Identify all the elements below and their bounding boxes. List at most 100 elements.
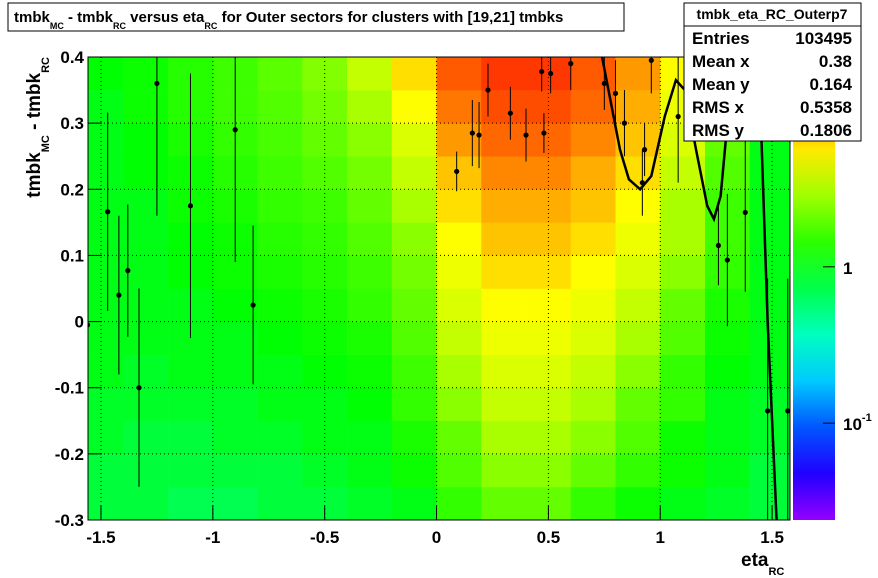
heatmap-cell (436, 420, 482, 455)
text-part: eta (741, 550, 769, 571)
heatmap-cell (88, 189, 124, 223)
heatmap-cell (88, 354, 124, 389)
heatmap-cell (436, 453, 482, 488)
y-tick-label: -0.2 (55, 445, 84, 464)
heatmap-cell (615, 90, 661, 124)
heatmap-cell (749, 222, 790, 256)
heatmap-cell (570, 189, 616, 223)
heatmap-cell (660, 387, 706, 422)
text-part: for Outer sectors for clusters with [19,… (217, 9, 563, 26)
heatmap-cell (391, 222, 437, 256)
heatmap-cell (168, 486, 214, 520)
heatmap-cell (257, 255, 303, 289)
heatmap-cell (615, 57, 661, 91)
heatmap-cell (615, 420, 661, 455)
heatmap-cell (391, 354, 437, 389)
profile-point (568, 61, 574, 67)
text-part: versus eta (126, 9, 205, 26)
heatmap-cell (481, 189, 527, 223)
stats-label: Mean x (692, 52, 750, 71)
heatmap-cell (212, 288, 258, 322)
heatmap-cell (123, 387, 169, 422)
heatmap-cell (302, 90, 348, 124)
heatmap-cell (704, 486, 751, 520)
heatmap-cell (704, 354, 751, 389)
heatmap-cell (570, 255, 616, 289)
profile-point (648, 57, 654, 63)
heatmap-cell (88, 123, 124, 157)
heatmap-cell (704, 387, 751, 422)
heatmap-cell (660, 453, 706, 488)
heatmap-cell (168, 453, 214, 488)
x-tick-label: -1 (205, 528, 220, 547)
heatmap-cell (123, 255, 169, 289)
heatmap-cell (481, 123, 527, 157)
y-tick-label: 0.4 (60, 48, 84, 67)
profile-point (539, 68, 545, 75)
heatmap-cell (436, 354, 482, 389)
profile-point (105, 209, 111, 215)
x-axis-label: etaRC (741, 550, 784, 578)
stats-label: Mean y (692, 75, 750, 94)
y-tick-label: 0.3 (60, 114, 84, 133)
heatmap-cell (302, 123, 348, 157)
heatmap-cell (570, 222, 616, 256)
heatmap-cell (212, 354, 258, 389)
heatmap-cell (257, 222, 303, 256)
heatmap-cell (391, 156, 437, 190)
heatmap-cell (570, 486, 616, 520)
heatmap-cell (749, 288, 790, 322)
subscript: RC (204, 21, 217, 31)
x-tick-label: -1.5 (86, 528, 115, 547)
heatmap-cell (347, 189, 393, 223)
heatmap-cell (257, 189, 303, 223)
y-axis-label: tmbkMC - tmbkRC (24, 57, 52, 198)
heatmap-cell (436, 387, 482, 422)
heatmap-cell (347, 387, 393, 422)
heatmap-cell (660, 420, 706, 455)
subscript: MC (40, 135, 52, 152)
heatmap-cell (391, 453, 437, 488)
heatmap-cell (570, 321, 616, 355)
chart-title: tmbkMC - tmbkRC versus etaRC for Outer s… (14, 9, 563, 31)
heatmap-cell (436, 123, 482, 157)
subscript: RC (40, 57, 52, 73)
stats-label: RMS y (692, 121, 745, 140)
profile (88, 57, 790, 520)
heatmap-cell (123, 156, 169, 190)
heatmap-cell (570, 123, 616, 157)
heatmap-cell (436, 486, 482, 520)
heatmap-cell (481, 486, 527, 520)
stats-label: RMS x (692, 98, 745, 117)
heatmap-cell (481, 420, 527, 455)
heatmap-cell (88, 156, 124, 190)
heatmap-cell (347, 222, 393, 256)
y-tick-label: 0.2 (60, 180, 84, 199)
heatmap-cell (123, 222, 169, 256)
heatmap-cell (615, 189, 661, 223)
heatmap-cell (436, 255, 482, 289)
heatmap-cell (749, 453, 790, 488)
heatmap-cell (615, 288, 661, 322)
heatmap-cell (436, 57, 482, 91)
z-tick-label: 10-1 (843, 412, 872, 434)
heatmap-cell (660, 222, 706, 256)
heatmap-cell (615, 453, 661, 488)
heatmap-cell (570, 156, 616, 190)
heatmap-cell (123, 354, 169, 389)
text-part: - tmbk (64, 9, 114, 26)
heatmap-cell (168, 354, 214, 389)
stats-value: 0.38 (819, 52, 852, 71)
heatmap-cell (660, 288, 706, 322)
heatmap-cell (391, 387, 437, 422)
heatmap-cell (347, 321, 393, 355)
heatmap-cell (660, 486, 706, 520)
heatmap-cell (347, 288, 393, 322)
heatmap-cell (347, 90, 393, 124)
heatmap-cell (257, 57, 303, 91)
fit (600, 57, 778, 520)
text-part: tmbk (24, 152, 45, 198)
heatmap-cell (391, 420, 437, 455)
heatmap-cell (436, 189, 482, 223)
